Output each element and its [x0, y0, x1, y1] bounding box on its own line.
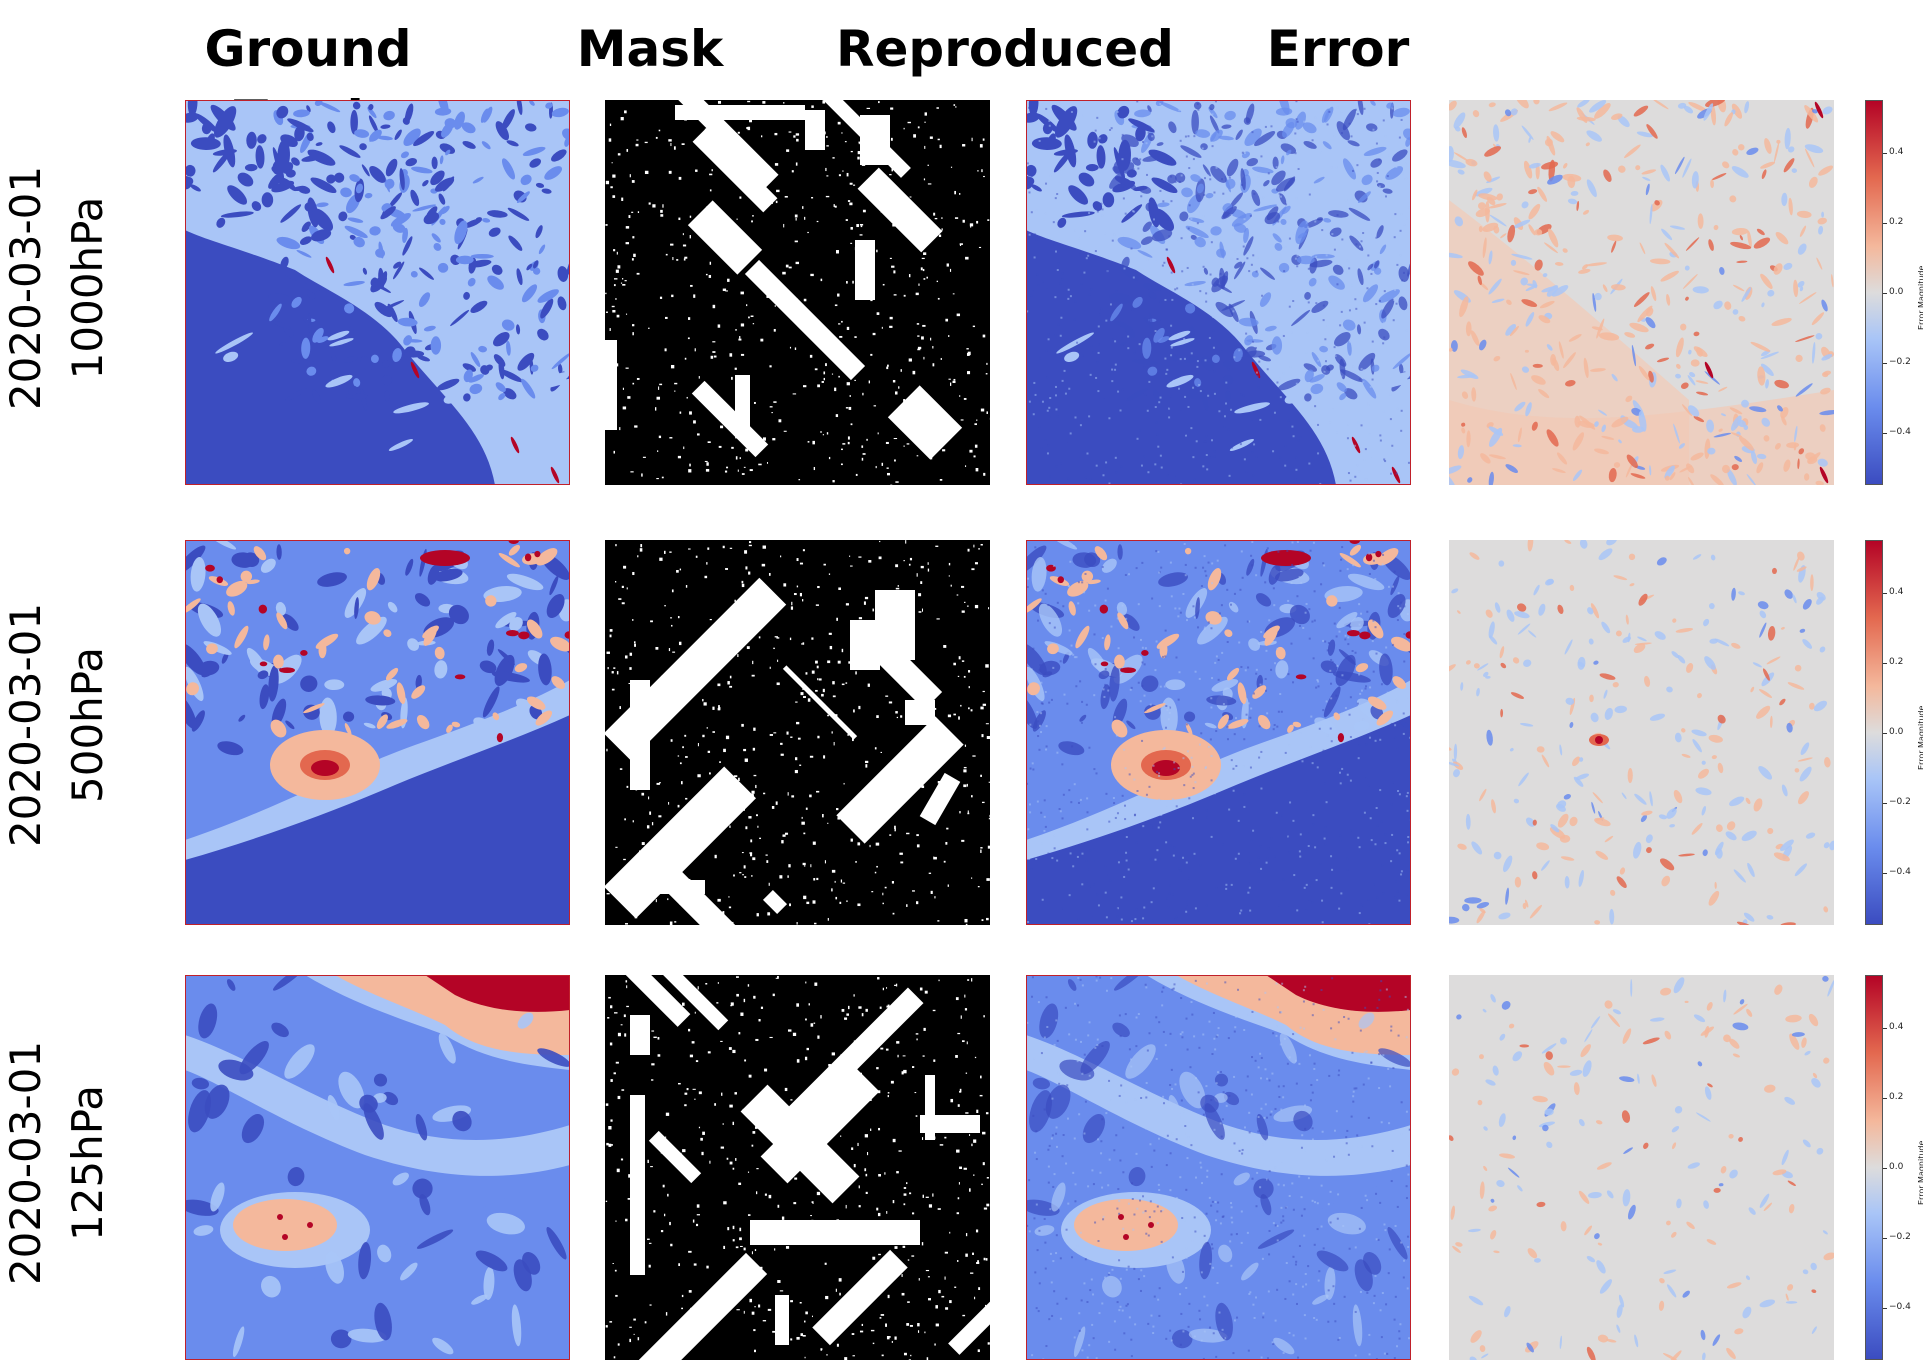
colorbar-tickmark — [1883, 1237, 1887, 1239]
row-label-level: 1000hPa — [63, 196, 112, 380]
colorbar-tick-label: −0.4 — [1889, 866, 1911, 877]
ground-truth-heatmap — [185, 975, 570, 1360]
colorbar-tick-label: 0.2 — [1889, 1091, 1904, 1102]
colorbar-tick-label: 0.0 — [1889, 286, 1904, 297]
colorbar-tick-label: −0.4 — [1889, 1301, 1911, 1312]
error-colorbar — [1865, 100, 1883, 485]
row-label-level: 125hPa — [63, 1085, 112, 1241]
colorbar-label: Error Magnitude — [1917, 265, 1923, 330]
colorbar-tick-label: 0.4 — [1889, 586, 1904, 597]
colorbar-tickmark — [1883, 1027, 1887, 1029]
error-colorbar — [1865, 540, 1883, 925]
colorbar-tickmark — [1883, 1307, 1887, 1309]
row-label-500hpa: 2020-03-01 500hPa — [0, 535, 135, 915]
colorbar-tick-label: 0.4 — [1889, 146, 1904, 157]
colorbar-tickmark — [1883, 592, 1887, 594]
colorbar-tick-label: 0.0 — [1889, 1161, 1904, 1172]
colorbar-tickmark — [1883, 662, 1887, 664]
colorbar-label: Error Magnitude — [1917, 1140, 1923, 1205]
row-label-date: 2020-03-01 — [1, 1040, 50, 1286]
colorbar-tickmark — [1883, 362, 1887, 364]
colorbar-tickmark — [1883, 152, 1887, 154]
colorbar-tickmark — [1883, 1167, 1887, 1169]
row-label-date: 2020-03-01 — [1, 165, 50, 411]
colorbar-tickmark — [1883, 432, 1887, 434]
colorbar-tick-label: −0.2 — [1889, 796, 1911, 807]
colorbar-tickmark — [1883, 872, 1887, 874]
row-label-125hpa: 2020-03-01 125hPa — [0, 973, 135, 1353]
mask-image — [605, 540, 990, 925]
column-title-reproduced: Reproduced — [836, 20, 1174, 78]
colorbar-tickmark — [1883, 802, 1887, 804]
reproduced-heatmap — [1026, 540, 1411, 925]
row-label-date: 2020-03-01 — [1, 602, 50, 848]
error-colorbar — [1865, 975, 1883, 1360]
ground-truth-heatmap — [185, 540, 570, 925]
error-heatmap — [1449, 100, 1834, 485]
mask-image — [605, 975, 990, 1360]
row-label-1000hpa: 2020-03-01 1000hPa — [0, 98, 135, 478]
colorbar-tick-label: 0.0 — [1889, 726, 1904, 737]
reproduced-heatmap — [1026, 100, 1411, 485]
mask-image — [605, 100, 990, 485]
colorbar-tick-label: −0.2 — [1889, 1231, 1911, 1242]
colorbar-tickmark — [1883, 1097, 1887, 1099]
row-label-level: 500hPa — [63, 647, 112, 803]
colorbar-tickmark — [1883, 292, 1887, 294]
column-title-ground-truth: Ground Truth — [204, 20, 412, 148]
colorbar-tick-label: 0.4 — [1889, 1021, 1904, 1032]
reproduced-heatmap — [1026, 975, 1411, 1360]
error-heatmap — [1449, 975, 1834, 1360]
colorbar-label: Error Magnitude — [1917, 705, 1923, 770]
colorbar-tick-label: −0.4 — [1889, 426, 1911, 437]
column-title-mask: Mask — [576, 20, 724, 78]
error-heatmap — [1449, 540, 1834, 925]
colorbar-tick-label: 0.2 — [1889, 216, 1904, 227]
colorbar-tickmark — [1883, 732, 1887, 734]
ground-truth-heatmap — [185, 100, 570, 485]
colorbar-tick-label: −0.2 — [1889, 356, 1911, 367]
colorbar-tickmark — [1883, 222, 1887, 224]
column-title-error: Error — [1266, 20, 1410, 78]
colorbar-tick-label: 0.2 — [1889, 656, 1904, 667]
